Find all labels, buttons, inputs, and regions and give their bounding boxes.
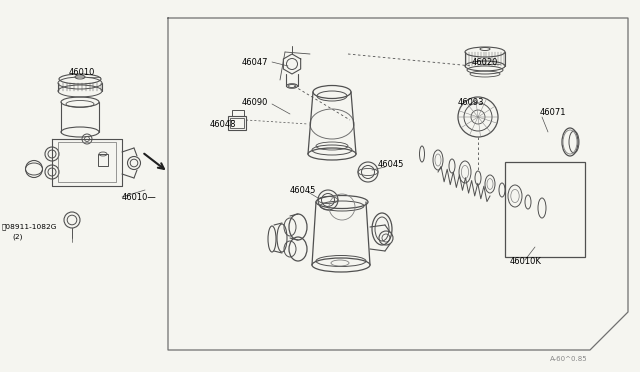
Text: 46010: 46010: [69, 67, 95, 77]
Text: ⓝ08911-1082G: ⓝ08911-1082G: [2, 224, 58, 230]
Text: 46020: 46020: [472, 58, 499, 67]
Text: 46045: 46045: [378, 160, 404, 169]
Text: 46010—: 46010—: [122, 192, 157, 202]
Text: 46045: 46045: [290, 186, 316, 195]
Text: (2): (2): [12, 234, 22, 240]
Bar: [58, 142, 116, 182]
Text: 46047: 46047: [242, 58, 269, 67]
Text: A-60^0.85: A-60^0.85: [550, 356, 588, 362]
Text: 46090: 46090: [242, 97, 268, 106]
Bar: [232, 110, 244, 116]
Bar: [98, 154, 108, 166]
Text: 46010K: 46010K: [510, 257, 542, 266]
Bar: [230, 118, 244, 128]
Text: 46048: 46048: [210, 119, 237, 128]
Bar: [505, 162, 585, 257]
Text: 46093: 46093: [458, 97, 484, 106]
Text: 46071: 46071: [540, 108, 566, 116]
Bar: [228, 116, 246, 130]
